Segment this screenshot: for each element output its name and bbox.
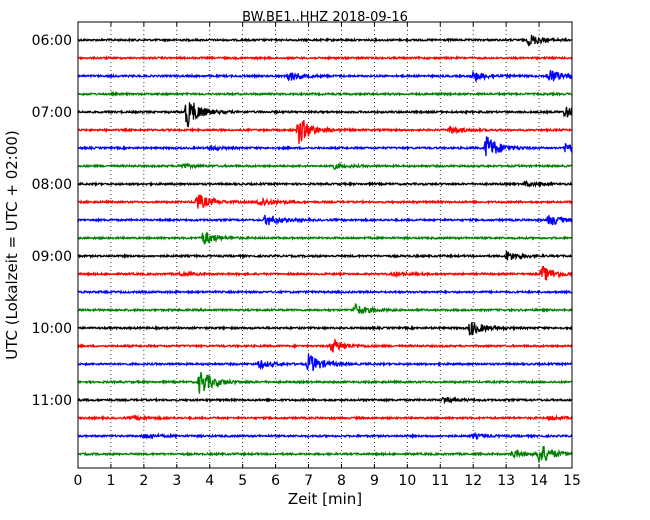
seismogram-trace [77,34,573,48]
seismogram-trace [77,161,573,171]
x-tick-label: 3 [172,473,181,489]
y-tick-label: 09:00 [32,249,72,265]
seismogram-trace [77,214,573,226]
x-tick-label: 8 [337,473,346,489]
x-tick-label: 13 [497,473,515,489]
seismogram-trace [77,194,573,209]
y-tick-label: 06:00 [32,33,72,49]
seismogram-trace [77,371,573,394]
x-axis: 0 1 2 3 4 5 6 7 8 9 10 11 12 13 14 15 [74,22,581,489]
seismogram-trace [77,353,573,372]
y-tick-label: 10:00 [32,321,72,337]
seismogram-trace [77,180,573,188]
seismogram-trace [77,136,573,157]
seismogram-trace [77,55,573,62]
y-tick-label: 11:00 [32,393,72,409]
y-tick-label: 08:00 [32,177,72,193]
seismogram-trace [77,414,573,422]
seismogram-trace [77,445,573,463]
seismogram-trace [77,120,573,144]
x-tick-label: 4 [205,473,214,489]
x-tick-label: 10 [398,473,416,489]
x-tick-label: 15 [563,473,581,489]
x-axis-label: Zeit [min] [288,490,362,508]
seismogram-trace [77,266,573,281]
x-tick-label: 0 [74,473,83,489]
x-tick-label: 14 [530,473,548,489]
x-tick-label: 1 [106,473,115,489]
seismogram-trace [77,231,573,245]
y-axis: 06:00 07:00 08:00 09:00 10:00 11:00 [32,33,572,409]
y-axis-label: UTC (Lokalzeit = UTC + 02:00) [3,130,21,360]
plot-frame [77,21,573,469]
seismogram-trace [77,250,573,261]
x-tick-label: 11 [431,473,449,489]
y-tick-label: 07:00 [32,105,72,121]
trace-group [77,34,573,463]
seismogram-trace [77,102,573,128]
x-tick-label: 9 [370,473,379,489]
seismogram-trace [77,396,573,405]
seismogram-trace [77,321,573,336]
x-tick-label: 2 [139,473,148,489]
chart-title: BW.BE1..HHZ 2018-09-16 [242,10,408,25]
seismogram-trace [77,289,573,296]
seismogram-trace [77,90,573,97]
seismogram-trace [77,302,573,314]
seismogram-trace [77,69,573,84]
seismogram-trace [77,337,573,353]
x-tick-label: 12 [464,473,482,489]
x-tick-label: 7 [304,473,313,489]
seismogram-trace [77,431,573,441]
x-tick-label: 5 [238,473,247,489]
x-tick-label: 6 [271,473,280,489]
